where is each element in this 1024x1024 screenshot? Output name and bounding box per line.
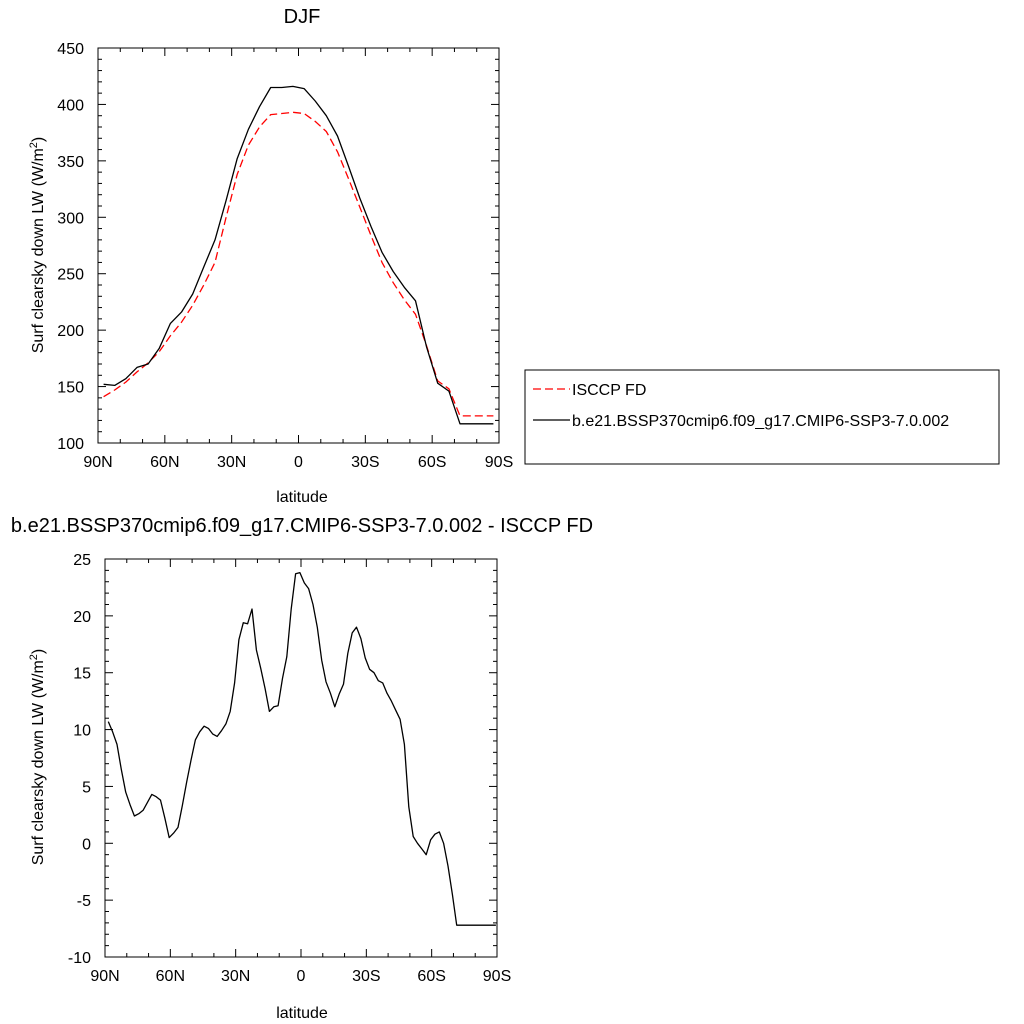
top-y-tick-label: 350 <box>57 154 84 171</box>
bottom-series-line-0 <box>107 571 496 926</box>
top-x-tick-label: 90S <box>485 454 513 471</box>
top-y-tick-label: 100 <box>57 436 84 453</box>
bottom-x-tick-label: 60N <box>156 968 185 985</box>
bottom-y-tick-label: -10 <box>68 950 91 967</box>
top-y-tick-label: 250 <box>57 267 84 284</box>
bottom-x-axis-title: latitude <box>276 1005 328 1022</box>
bottom-x-tick-label: 90S <box>483 968 511 985</box>
bottom-axis-ticks: 90N 60N 30N 0 30S 60S 90S -10 -5 0 5 10 15 20 25 <box>68 552 511 985</box>
panel-bottom: b.e21.BSSP370cmip6.f09_g17.CMIP6-SSP3-7.… <box>11 515 593 1022</box>
top-x-tick-label: 90N <box>83 454 112 471</box>
bottom-y-tick-label: 15 <box>73 666 91 683</box>
top-y-tick-label: 200 <box>57 323 84 340</box>
legend: ISCCP FD b.e21.BSSP370cmip6.f09_g17.CMIP… <box>524 369 1000 465</box>
bottom-y-tick-label: 20 <box>73 609 91 626</box>
bottom-x-tick-label: 90N <box>90 968 119 985</box>
top-y-tick-label: 400 <box>57 97 84 114</box>
bottom-series-group <box>107 571 496 926</box>
top-y-tick-label: 300 <box>57 210 84 227</box>
legend-label-model: b.e21.BSSP370cmip6.f09_g17.CMIP6-SSP3-7.… <box>572 413 949 430</box>
top-series-line-0 <box>103 111 494 417</box>
top-x-tick-label: 30N <box>217 454 246 471</box>
bottom-x-tick-label: 30N <box>221 968 250 985</box>
bottom-x-tick-label: 0 <box>297 968 306 985</box>
top-x-tick-label: 0 <box>294 454 303 471</box>
top-x-tick-label: 30S <box>351 454 379 471</box>
panel-top: DJF 90N 60N 30N 0 30S 60S 90S 100 150 200 250 300 35… <box>28 6 513 506</box>
bottom-y-tick-label: 10 <box>73 723 91 740</box>
legend-box <box>524 369 1000 465</box>
top-x-tick-label: 60N <box>150 454 179 471</box>
top-x-tick-label: 60S <box>418 454 446 471</box>
bottom-y-tick-label: 0 <box>82 836 91 853</box>
bottom-plot-frame <box>104 558 498 958</box>
top-y-tick-label: 150 <box>57 380 84 397</box>
top-y-axis-title: Surf clearsky down LW (W/m2) <box>28 137 47 354</box>
top-y-tick-label: 450 <box>57 41 84 58</box>
bottom-panel-title: b.e21.BSSP370cmip6.f09_g17.CMIP6-SSP3-7.… <box>11 515 593 537</box>
top-axis-ticks: 90N 60N 30N 0 30S 60S 90S 100 150 200 250 300 350 400… <box>57 41 513 471</box>
top-x-axis-title: latitude <box>276 489 328 506</box>
bottom-x-tick-label: 30S <box>352 968 380 985</box>
bottom-y-tick-label: 25 <box>73 552 91 569</box>
top-series-group <box>103 85 494 425</box>
legend-label-isccp: ISCCP FD <box>572 382 646 399</box>
top-panel-title: DJF <box>284 6 321 28</box>
bottom-x-tick-label: 60S <box>417 968 445 985</box>
bottom-y-axis-title: Surf clearsky down LW (W/m2) <box>28 649 47 866</box>
bottom-y-tick-label: -5 <box>77 893 91 910</box>
top-series-line-1 <box>103 85 494 425</box>
bottom-y-tick-label: 5 <box>82 779 91 796</box>
